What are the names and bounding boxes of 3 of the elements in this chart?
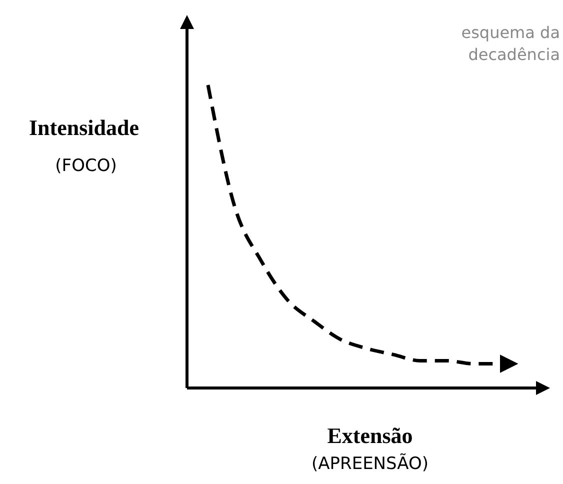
y-axis-title: Intensidade (FOCO) xyxy=(28,115,140,176)
x-axis-title: Extensão (APREENSÃO) xyxy=(312,423,428,474)
text: esquema da decadência xyxy=(461,23,560,64)
